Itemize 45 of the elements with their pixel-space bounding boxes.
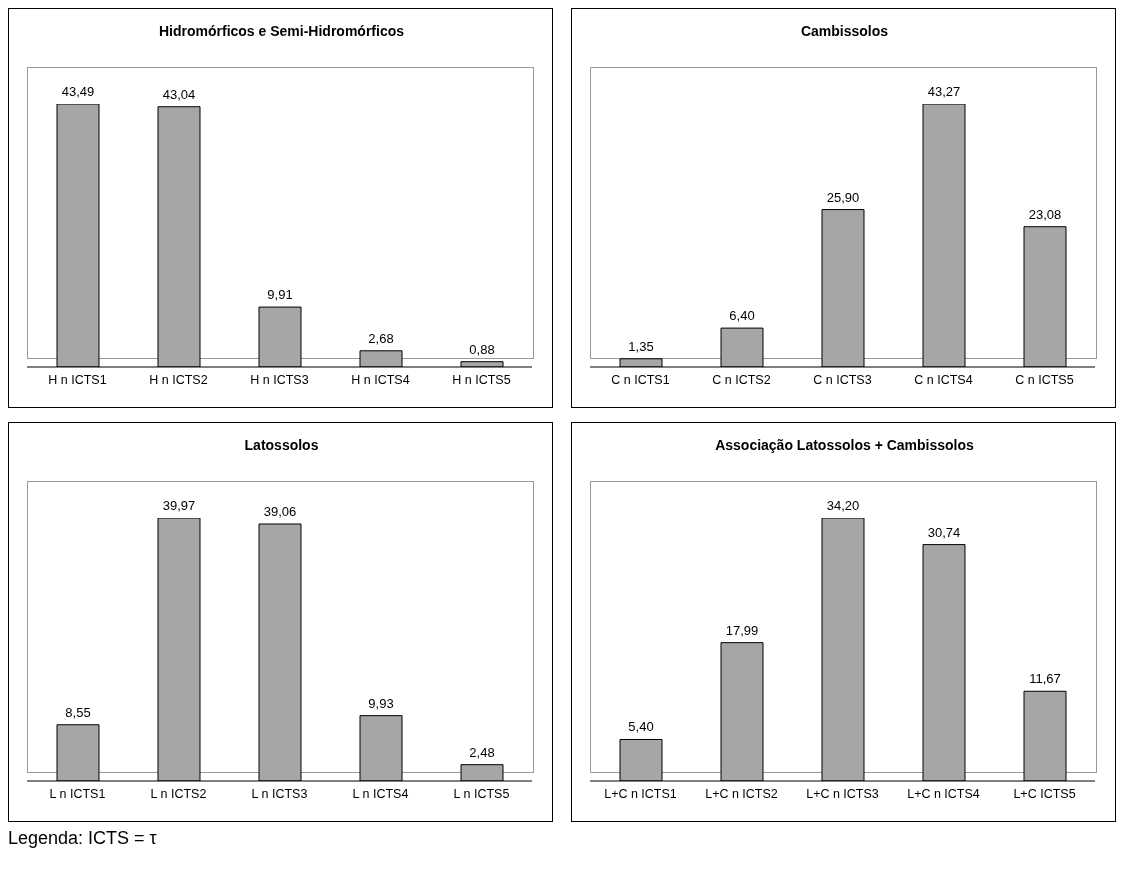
data-label: 43,04 bbox=[162, 86, 196, 102]
data-label: 5,40 bbox=[628, 719, 654, 735]
x-tick-label: L+C n ICTS3 bbox=[806, 786, 879, 801]
data-label: 39,97 bbox=[162, 498, 196, 513]
data-label: 30,74 bbox=[927, 524, 961, 540]
data-label: 34,20 bbox=[826, 498, 860, 513]
x-tick-label: L n ICTS4 bbox=[352, 786, 409, 801]
x-tick-label: C n ICTS3 bbox=[813, 372, 872, 387]
chart-title: Cambissolos bbox=[799, 23, 890, 39]
data-label: 23,08 bbox=[1028, 206, 1062, 222]
data-label: 6,40 bbox=[729, 308, 755, 324]
data-label: 2,48 bbox=[469, 744, 495, 760]
x-tick-label: L n ICTS1 bbox=[49, 786, 106, 801]
data-label: 0,88 bbox=[469, 341, 495, 357]
x-tick-label: L+C n ICTS2 bbox=[705, 786, 778, 801]
x-tick-label: H n ICTS3 bbox=[250, 372, 309, 387]
x-tick-label: L+C n ICTS4 bbox=[907, 786, 980, 801]
data-label: 9,91 bbox=[267, 287, 293, 303]
x-tick-label: L n ICTS3 bbox=[251, 786, 308, 801]
x-tick-label: H n ICTS4 bbox=[351, 372, 410, 387]
data-label: 17,99 bbox=[725, 622, 759, 638]
data-label: 1,35 bbox=[628, 338, 654, 354]
text: Legenda: ICTS = τ bbox=[8, 828, 158, 849]
data-label: 39,06 bbox=[263, 503, 297, 519]
x-tick-label: H n ICTS1 bbox=[48, 372, 107, 387]
data-label: 43,49 bbox=[61, 84, 95, 99]
x-tick-label: L n ICTS5 bbox=[453, 786, 510, 801]
data-label: 2,68 bbox=[368, 330, 394, 346]
x-tick-label: H n ICTS5 bbox=[452, 372, 511, 387]
data-label: 25,90 bbox=[826, 189, 860, 205]
x-tick-label: C n ICTS1 bbox=[611, 372, 670, 387]
x-tick-label: C n ICTS2 bbox=[712, 372, 771, 387]
chart-title: Associação Latossolos + Cambissolos bbox=[714, 437, 975, 453]
chart-title: Hidromórficos e Semi-Hidromórficos bbox=[157, 23, 405, 39]
data-label: 9,93 bbox=[368, 695, 394, 711]
x-tick-label: L+C n ICTS1 bbox=[604, 786, 677, 801]
data-label: 8,55 bbox=[65, 704, 91, 720]
x-tick-label: L+C ICTS5 bbox=[1013, 786, 1076, 801]
data-label: 43,27 bbox=[927, 84, 961, 99]
data-label: 11,67 bbox=[1029, 671, 1061, 687]
x-tick-label: H n ICTS2 bbox=[149, 372, 208, 387]
x-tick-label: C n ICTS5 bbox=[1015, 372, 1074, 387]
chart-title: Latossolos bbox=[243, 437, 320, 453]
x-tick-label: C n ICTS4 bbox=[914, 372, 973, 387]
x-tick-label: L n ICTS2 bbox=[150, 786, 207, 801]
